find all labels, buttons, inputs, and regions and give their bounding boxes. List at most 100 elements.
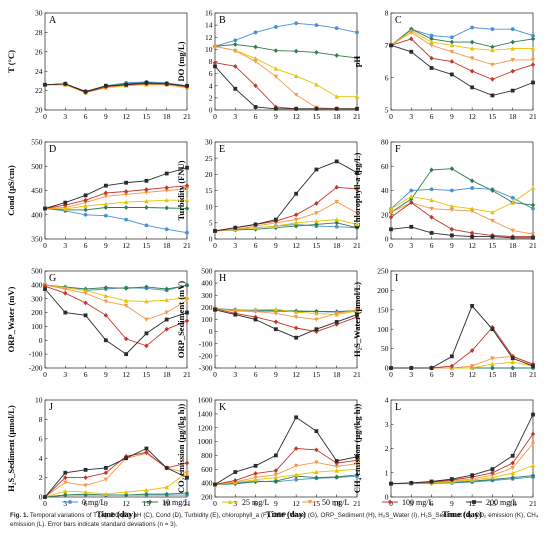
data-point <box>510 475 515 480</box>
x-tick-label: 3 <box>409 241 413 250</box>
x-tick-label: 21 <box>529 112 537 121</box>
y-tick-label: 100 <box>31 322 43 331</box>
x-tick-label: 0 <box>389 112 393 121</box>
caption-label: Fig. 1. <box>10 512 29 519</box>
data-point <box>470 234 475 239</box>
x-tick-label: 18 <box>163 112 171 121</box>
panel-label: B <box>219 15 226 26</box>
y-axis-label: Chlorophyll-a (μg/L) <box>352 152 362 228</box>
data-point <box>469 46 475 51</box>
data-point <box>63 287 68 292</box>
x-tick-label: 9 <box>274 112 278 121</box>
x-tick-label: 21 <box>353 112 361 121</box>
data-point <box>354 55 360 61</box>
data-point <box>63 290 68 296</box>
data-point <box>123 285 129 291</box>
data-point <box>294 335 299 340</box>
panel-l: L03691215182101234CH₄ emission (μg/(kg h… <box>352 396 537 519</box>
data-point <box>103 491 109 496</box>
series-line <box>214 309 358 339</box>
data-point <box>469 56 475 61</box>
x-tick-label: 3 <box>409 112 413 121</box>
data-point <box>293 212 299 218</box>
data-point <box>293 463 299 469</box>
data-point <box>294 191 299 196</box>
data-point <box>184 298 190 303</box>
data-point <box>103 299 109 304</box>
data-point <box>469 364 475 369</box>
data-point <box>253 222 258 227</box>
panel-g: G 0 3 6 9 12 15 18 21 -200 -100 0 100 200 300 400 500 ORP… <box>6 267 191 379</box>
x-tick-label: 6 <box>254 370 258 379</box>
data-point <box>103 470 109 476</box>
data-point <box>164 171 169 176</box>
x-tick-label: 15 <box>313 370 321 379</box>
x-tick-label: 0 <box>43 370 47 379</box>
data-point <box>355 30 359 35</box>
data-point <box>253 59 258 64</box>
data-point <box>43 495 47 499</box>
data-point <box>185 310 189 315</box>
y-tick-label: 200 <box>377 286 389 295</box>
data-point <box>429 43 434 48</box>
data-point <box>233 42 238 47</box>
data-point <box>449 226 455 232</box>
y-tick-label: 0 <box>209 327 213 336</box>
data-point <box>233 312 238 317</box>
panel-label: H <box>219 273 226 284</box>
x-tick-label: 3 <box>63 370 67 379</box>
data-point <box>389 227 393 232</box>
data-point <box>429 66 434 70</box>
data-point <box>273 106 278 111</box>
data-point <box>83 313 88 318</box>
x-tick-label: 21 <box>529 499 537 508</box>
x-tick-label: 12 <box>292 241 300 250</box>
series-line <box>390 187 534 213</box>
data-point <box>144 205 149 210</box>
data-point <box>510 356 515 361</box>
legend-item: 200 mg/L <box>466 498 517 507</box>
data-point <box>83 489 88 495</box>
data-point <box>530 473 536 479</box>
y-tick-label: 200 <box>201 303 213 312</box>
x-axis-label: Time (day) <box>266 509 306 519</box>
x-tick-label: 0 <box>389 241 393 250</box>
data-point <box>354 457 360 463</box>
data-point <box>123 489 129 495</box>
x-tick-label: 9 <box>450 241 454 250</box>
data-point <box>83 203 88 208</box>
x-tick-label: 3 <box>233 499 237 508</box>
data-point <box>355 312 359 317</box>
data-point <box>530 202 536 208</box>
data-point <box>253 44 258 50</box>
panel-d: D 0 3 6 9 12 15 18 21 350 400 450 500 550 Cond (μS/cm) <box>6 138 191 250</box>
data-point <box>314 469 319 474</box>
y-tick-label: 50 <box>381 344 389 353</box>
data-point <box>510 195 515 200</box>
data-point <box>490 93 495 98</box>
plot-frame <box>214 399 358 498</box>
data-point <box>429 366 434 370</box>
data-point <box>530 57 536 63</box>
series-line <box>44 492 188 498</box>
data-point <box>510 27 515 32</box>
panel-label: J <box>49 402 53 413</box>
data-point <box>164 205 169 211</box>
data-point <box>469 209 475 214</box>
data-point <box>470 25 475 30</box>
data-point <box>144 178 149 183</box>
data-point <box>510 453 515 458</box>
panel-h: H 0 3 6 9 12 15 18 21 -300 -200 -100 0 100 200 300 400 50… <box>176 267 361 379</box>
y-tick-label: 15 <box>205 186 213 195</box>
y-tick-label: 6 <box>209 69 213 78</box>
y-tick-label: 400 <box>31 210 43 219</box>
data-point <box>531 364 535 368</box>
data-point <box>490 356 495 361</box>
figure-caption: Fig. 1. Temporal variations of T (A), DO… <box>10 511 546 529</box>
x-tick-label: 9 <box>274 499 278 508</box>
x-axis-label: Time (day) <box>96 509 136 519</box>
y-tick-label: 500 <box>31 267 43 276</box>
data-point <box>531 235 535 240</box>
data-point <box>124 456 129 461</box>
y-tick-label: 6 <box>385 73 389 82</box>
